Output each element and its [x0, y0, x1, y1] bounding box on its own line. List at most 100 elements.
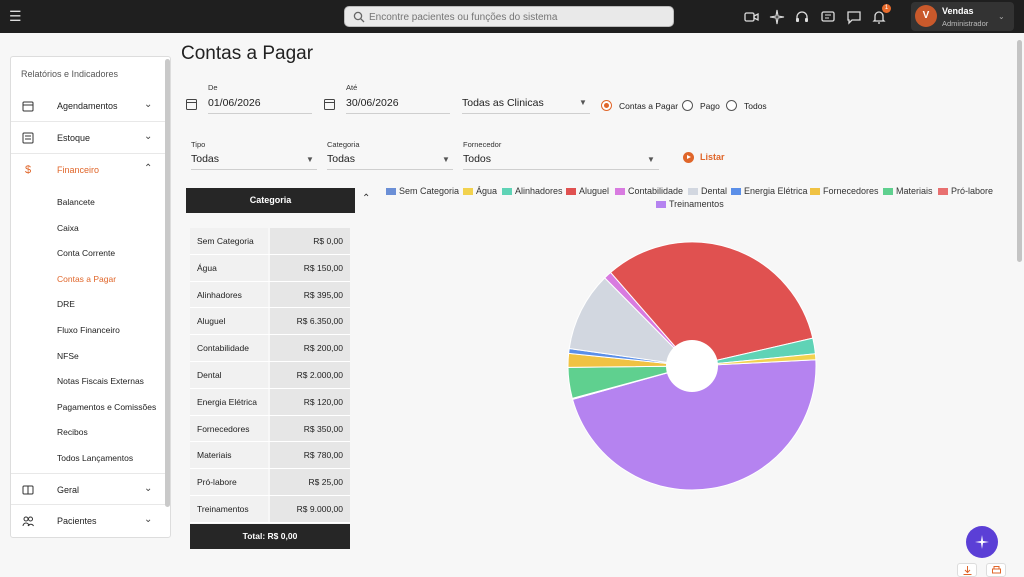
ai-assistant-button[interactable] [966, 526, 998, 558]
sidebar-item-estoque[interactable]: Estoque ⌄ [11, 122, 165, 154]
print-button[interactable] [986, 563, 1006, 577]
sidebar-item-financeiro[interactable]: $ Financeiro ⌃ [11, 154, 165, 186]
legend-item[interactable]: Fornecedores [823, 186, 879, 196]
radio-contas-a-pagar[interactable] [601, 100, 612, 111]
legend-item[interactable]: Treinamentos [669, 199, 724, 209]
legend-item[interactable]: Pró-labore [951, 186, 994, 196]
sidebar-subitem-active[interactable]: Contas a Pagar [57, 274, 117, 284]
pie-slice[interactable] [568, 277, 694, 367]
field-underline [327, 169, 453, 170]
table-row: Treinamentos R$ 9.000,00 [190, 495, 350, 523]
sidebar-item-pacientes[interactable]: Pacientes ⌄ [11, 505, 165, 537]
listar-button[interactable]: Listar [683, 151, 733, 165]
pie-slice[interactable] [691, 353, 817, 367]
de-label: De [208, 83, 218, 92]
sidebar-item-label: Agendamentos [57, 101, 118, 111]
radio-todos[interactable] [726, 100, 737, 111]
sidebar-subitem[interactable]: Recibos [57, 427, 88, 437]
menu-icon[interactable]: ☰ [9, 8, 22, 24]
video-icon[interactable] [744, 9, 760, 25]
dropdown-arrow-icon: ▼ [579, 98, 587, 107]
user-menu[interactable]: V Vendas Administrador ⌄ [911, 2, 1014, 31]
tipo-select[interactable]: Todas [191, 153, 220, 165]
sidebar-item-agendamentos[interactable]: Agendamentos ⌄ [11, 90, 165, 122]
value-cell: R$ 0,00 [270, 228, 350, 254]
chevron-up-icon[interactable]: ⌃ [362, 193, 371, 204]
calendar-icon[interactable] [186, 98, 197, 110]
legend-item[interactable]: Materiais [896, 186, 933, 196]
radio-label: Pago [700, 101, 720, 111]
value-cell: R$ 2.000,00 [270, 361, 350, 388]
tipo-label: Tipo [191, 140, 206, 149]
radio-pago[interactable] [682, 100, 693, 111]
pie-slice[interactable] [609, 241, 814, 367]
legend-swatch [463, 188, 473, 195]
sidebar: Relatórios e Indicadores Agendamentos ⌄ … [10, 56, 171, 538]
table-row: Alinhadores R$ 395,00 [190, 281, 350, 309]
clinica-select[interactable]: Todas as Clinicas [462, 97, 544, 109]
de-date-field[interactable]: 01/06/2026 [208, 97, 261, 109]
pie-slice[interactable] [571, 359, 817, 491]
legend-swatch [688, 188, 698, 195]
chevron-down-icon: ⌄ [144, 514, 153, 525]
calendar-icon[interactable] [324, 98, 335, 110]
legend-item[interactable]: Água [476, 186, 498, 196]
table-row: Pró-labore R$ 25,00 [190, 469, 350, 496]
table-row: Materiais R$ 780,00 [190, 442, 350, 470]
chevron-down-icon: ⌄ [144, 483, 153, 494]
announcement-icon[interactable] [820, 9, 836, 25]
sidebar-subitem[interactable]: Conta Corrente [57, 248, 116, 258]
search-input[interactable] [369, 9, 669, 25]
legend-swatch [731, 188, 741, 195]
legend-swatch [883, 188, 893, 195]
radio-label: Contas a Pagar [619, 101, 679, 111]
sidebar-subitem[interactable]: NFSe [57, 351, 79, 361]
sidebar-subitem[interactable]: Caixa [57, 223, 79, 233]
legend-item[interactable]: Aluguel [579, 186, 610, 196]
legend-item[interactable]: Alinhadores [515, 186, 563, 196]
fornecedor-label: Fornecedor [463, 140, 502, 149]
chevron-down-icon: ⌄ [144, 131, 153, 142]
table-row: Aluguel R$ 6.350,00 [190, 308, 350, 336]
headset-icon[interactable] [794, 9, 810, 25]
download-button[interactable] [957, 563, 977, 577]
legend-item[interactable]: Dental [701, 186, 728, 196]
legend-item[interactable]: Contabilidade [628, 186, 684, 196]
fornecedor-select[interactable]: Todos [463, 153, 492, 165]
value-cell: R$ 395,00 [270, 281, 350, 308]
category-cell: Energia Elétrica [190, 388, 268, 415]
users-icon [22, 516, 34, 527]
print-icon [992, 566, 1001, 574]
chat-icon[interactable] [846, 9, 862, 25]
legend-item[interactable]: Sem Categoria [399, 186, 460, 196]
calendar-icon [22, 101, 34, 112]
panel-icon [22, 485, 34, 495]
ate-date-field[interactable]: 30/06/2026 [346, 97, 399, 109]
sidebar-subitem[interactable]: DRE [57, 299, 75, 309]
sidebar-scrollbar[interactable] [165, 59, 170, 507]
chevron-down-icon: ⌄ [144, 99, 153, 110]
sidebar-subitem[interactable]: Todos Lançamentos [57, 453, 134, 463]
sidebar-subitem[interactable]: Balancete [57, 197, 95, 207]
category-cell: Materiais [190, 442, 268, 469]
table-row: Água R$ 150,00 [190, 254, 350, 282]
table-row: Fornecedores R$ 350,00 [190, 415, 350, 443]
top-bar: ☰ 1 V Vendas Administrador ⌄ [0, 0, 1024, 33]
sparkle-icon[interactable] [769, 9, 785, 25]
legend-item[interactable]: Energia Elétrica [744, 186, 808, 196]
download-icon [963, 566, 972, 575]
sidebar-subitem[interactable]: Notas Fiscais Externas [57, 376, 144, 386]
sidebar-subitem[interactable]: Fluxo Financeiro [57, 325, 120, 335]
field-underline [191, 169, 317, 170]
category-cell: Alinhadores [190, 281, 268, 308]
value-cell: R$ 25,00 [270, 469, 350, 495]
sidebar-item-geral[interactable]: Geral ⌄ [11, 473, 165, 505]
categoria-select[interactable]: Todas [327, 153, 356, 165]
category-cell: Contabilidade [190, 335, 268, 361]
page-scrollbar[interactable] [1017, 40, 1022, 262]
search-bar[interactable] [344, 6, 674, 27]
category-header[interactable]: Categoria [186, 188, 355, 213]
sidebar-subitem[interactable]: Pagamentos e Comissões [57, 402, 157, 412]
sidebar-item-label: Pacientes [57, 516, 97, 526]
bell-icon[interactable] [871, 9, 887, 25]
